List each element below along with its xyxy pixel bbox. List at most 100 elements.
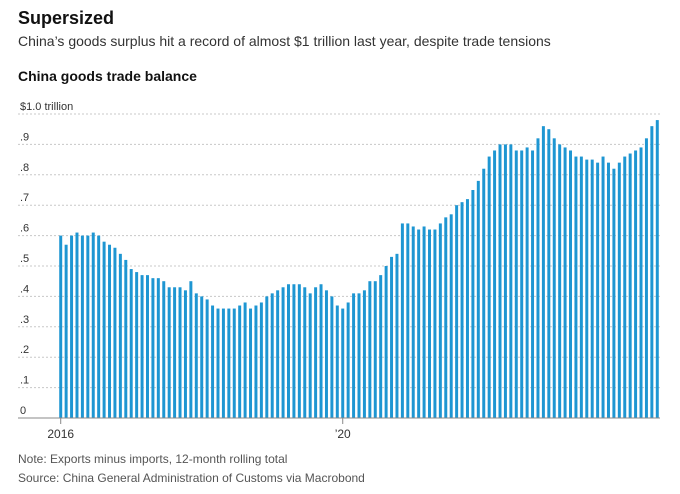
- bar: [97, 235, 101, 418]
- bar: [612, 168, 616, 418]
- bar: [227, 308, 231, 418]
- bar: [617, 162, 621, 418]
- bar: [287, 284, 290, 418]
- bar: [178, 287, 182, 418]
- chart-title: China goods trade balance: [18, 68, 197, 84]
- bar: [330, 296, 334, 418]
- bar: [531, 150, 535, 419]
- bar: [596, 162, 600, 418]
- bar: [569, 150, 572, 419]
- bar: [346, 302, 350, 418]
- bar: [118, 253, 122, 418]
- bar: [384, 266, 388, 418]
- bar: [585, 159, 589, 418]
- bar: [86, 235, 90, 418]
- bar: [216, 308, 220, 418]
- bar: [113, 247, 117, 418]
- bar: [292, 284, 296, 418]
- y-tick-label: .9: [20, 131, 29, 143]
- bar: [606, 162, 610, 418]
- bar: [422, 226, 426, 418]
- y-tick-label: .6: [20, 223, 29, 235]
- bar: [259, 302, 263, 418]
- bar: [406, 223, 410, 418]
- bar: [449, 214, 453, 418]
- bar: [221, 308, 225, 418]
- bar: [80, 235, 84, 418]
- bar: [297, 284, 301, 418]
- bar: [75, 232, 79, 418]
- bar: [411, 226, 415, 418]
- bar: [460, 202, 464, 418]
- y-tick-label: .7: [20, 192, 29, 204]
- bar: [362, 290, 366, 418]
- bar: [390, 256, 394, 418]
- bar: [552, 138, 556, 418]
- bar: [574, 156, 578, 418]
- chart-note: Note: Exports minus imports, 12-month ro…: [18, 452, 288, 466]
- bar: [135, 272, 139, 418]
- bar: [189, 281, 193, 418]
- y-tick-label: .4: [20, 283, 29, 295]
- bar: [200, 296, 204, 418]
- bar: [498, 144, 502, 418]
- bar: [558, 144, 562, 418]
- bar: [319, 284, 323, 418]
- bar: [444, 217, 448, 418]
- bar: [156, 278, 160, 418]
- bar: [601, 156, 605, 418]
- bar: [167, 287, 171, 418]
- bar: [314, 287, 318, 418]
- bars: [59, 120, 659, 419]
- y-tick-label: .1: [20, 375, 29, 387]
- bar: [400, 223, 404, 418]
- bar: [64, 244, 68, 418]
- bar: [547, 129, 551, 418]
- trade-balance-chart: 0 .1 .2 .3 .4 .5 .6 .7 .8 .9 $1.0 trillion 2016 ’20: [18, 101, 660, 441]
- bar: [341, 308, 345, 418]
- bar: [238, 305, 242, 418]
- bar: [335, 305, 339, 418]
- subheadline: China’s goods surplus hit a record of al…: [18, 33, 551, 49]
- bar: [503, 144, 507, 418]
- bar: [232, 308, 236, 418]
- bar: [476, 180, 480, 418]
- y-tick-label: $1.0 trillion: [20, 101, 73, 113]
- chart-source: Source: China General Administration of …: [18, 471, 365, 485]
- bar: [563, 147, 567, 418]
- bar: [417, 229, 421, 418]
- gridlines: [18, 113, 660, 389]
- y-tick-label: .2: [20, 344, 29, 356]
- bar: [634, 150, 638, 419]
- bar: [324, 290, 328, 418]
- bar: [590, 159, 594, 418]
- bar: [471, 190, 475, 418]
- bar: [140, 275, 144, 418]
- bar: [368, 281, 372, 418]
- bar: [579, 156, 583, 418]
- bar: [265, 296, 269, 418]
- bar: [70, 235, 74, 418]
- bar: [194, 293, 198, 418]
- bar: [124, 259, 128, 418]
- bar: [536, 138, 540, 418]
- bar: [254, 305, 258, 418]
- x-tick-label: 2016: [47, 427, 74, 441]
- bar: [146, 275, 149, 418]
- bar: [379, 275, 383, 418]
- bar: [520, 150, 524, 419]
- bar: [541, 126, 545, 418]
- y-tick-label: .3: [20, 314, 29, 326]
- y-tick-label: .8: [20, 162, 29, 174]
- x-axis: 2016 ’20: [18, 417, 660, 441]
- bar: [487, 156, 491, 418]
- bar: [465, 199, 469, 418]
- bar: [91, 232, 95, 418]
- bar: [211, 305, 215, 418]
- bar: [108, 244, 112, 418]
- y-tick-label: 0: [20, 405, 26, 417]
- bar: [639, 147, 643, 418]
- bar: [623, 156, 627, 418]
- bar: [373, 281, 377, 418]
- bar: [102, 241, 106, 418]
